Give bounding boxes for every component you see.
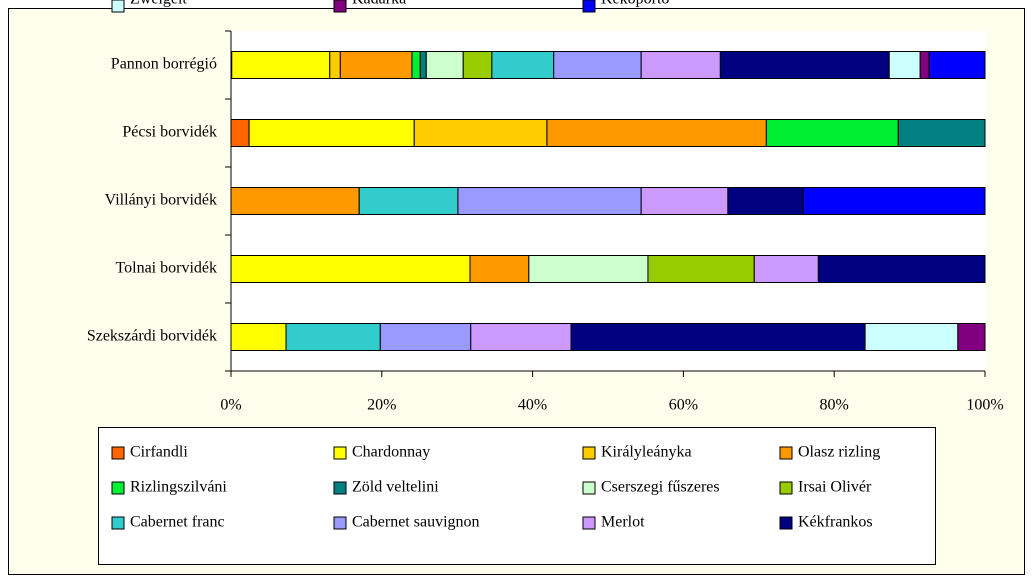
bar-segment [230, 255, 471, 283]
bar-segment [570, 323, 866, 351]
y-tick-label: Tolnai borvidék [115, 260, 217, 277]
legend-swatch [333, 446, 347, 460]
bar-segment [230, 187, 360, 215]
legend-swatch [582, 481, 596, 495]
legend-label: Cabernet sauvignon [352, 514, 480, 531]
legend-swatch [111, 481, 125, 495]
bar-segment [462, 51, 493, 79]
bar-segment [528, 255, 649, 283]
bar-segment [469, 255, 530, 283]
legend-swatch [582, 0, 596, 13]
x-tick-label: 20% [367, 397, 396, 414]
bar-segment [457, 187, 642, 215]
legend-swatch [582, 446, 596, 460]
y-tick-label: Pécsi borvidék [122, 124, 217, 141]
bar-segment [411, 51, 421, 79]
bar-segment [329, 51, 341, 79]
legend-label: Cabernet franc [130, 514, 225, 531]
bar-segment [919, 51, 930, 79]
bar-segment [719, 51, 890, 79]
legend-label: Irsai Olivér [798, 479, 872, 496]
legend-label: Merlot [601, 514, 645, 531]
bar-segment [888, 51, 921, 79]
legend-swatch [779, 481, 793, 495]
bar-segment [419, 51, 427, 79]
bar-segment [546, 119, 767, 147]
bar-segment [248, 119, 415, 147]
legend-box [98, 427, 936, 565]
legend-label: Zöld veltelini [352, 479, 439, 496]
bar-segment [491, 51, 555, 79]
bar-segment [640, 187, 729, 215]
legend-swatch [582, 516, 596, 530]
x-tick-label: 80% [820, 397, 849, 414]
legend-swatch [333, 481, 347, 495]
legend-label: Rizlingszilváni [130, 479, 227, 496]
x-tick-label: 60% [669, 397, 698, 414]
legend-label: Kékoportó [601, 0, 669, 8]
y-tick-label: Villányi borvidék [105, 192, 217, 209]
bar-segment [553, 51, 642, 79]
bar-segment [231, 51, 331, 79]
bar-segment [727, 187, 804, 215]
x-tick-label: 100% [966, 397, 1003, 414]
legend-swatch [333, 516, 347, 530]
bar-segment [928, 51, 986, 79]
bar-segment [802, 187, 986, 215]
legend-label: Kadarka [352, 0, 406, 8]
bar-segment [230, 119, 250, 147]
legend-swatch [779, 516, 793, 530]
bar-segment [765, 119, 899, 147]
legend-label: Chardonnay [352, 444, 430, 461]
legend-label: Zweigelt [130, 0, 187, 8]
legend-swatch [111, 516, 125, 530]
bar-segment [897, 119, 986, 147]
legend-label: Cirfandli [130, 444, 188, 461]
bar-segment [470, 323, 572, 351]
legend-swatch [333, 0, 347, 13]
x-tick-label: 0% [220, 397, 241, 414]
legend-label: Kékfrankos [798, 514, 873, 531]
bar-segment [358, 187, 459, 215]
bar-segment [285, 323, 381, 351]
y-tick-label: Szekszárdi borvidék [87, 328, 217, 345]
bar-segment [413, 119, 548, 147]
legend-swatch [111, 0, 125, 13]
bar-segment [817, 255, 986, 283]
bar-segment [425, 51, 464, 79]
legend-label: Olasz rizling [798, 444, 880, 461]
bar-segment [647, 255, 755, 283]
y-tick-label: Pannon borrégió [111, 56, 217, 73]
bar-segment [957, 323, 986, 351]
legend-label: Cserszegi fűszeres [601, 479, 720, 496]
bar-segment [864, 323, 959, 351]
bar-segment [379, 323, 472, 351]
x-tick-label: 40% [518, 397, 547, 414]
bar-segment [753, 255, 819, 283]
legend-swatch [111, 446, 125, 460]
bar-segment [230, 323, 287, 351]
bar-segment [640, 51, 721, 79]
bar-segment [339, 51, 413, 79]
legend-swatch [779, 446, 793, 460]
legend-label: Királyleányka [601, 444, 692, 461]
